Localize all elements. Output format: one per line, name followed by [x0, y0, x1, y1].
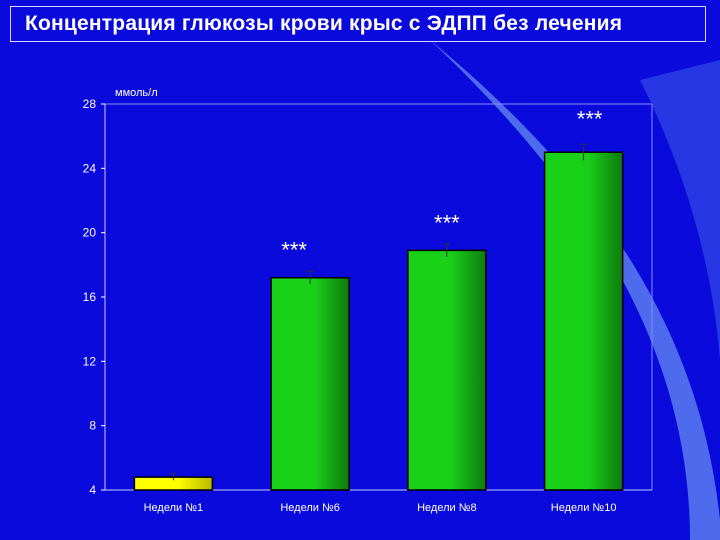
- x-category-label: Недели №6: [280, 502, 340, 514]
- significance-annotation: ***: [434, 210, 460, 235]
- y-tick-label: 8: [89, 419, 96, 433]
- significance-annotation: ***: [281, 238, 307, 263]
- y-tick-label: 28: [83, 97, 97, 111]
- y-tick-label: 12: [83, 354, 97, 368]
- y-tick-label: 24: [83, 161, 97, 175]
- y-tick-label: 20: [83, 226, 97, 240]
- chart-labels: ммоль/л Недели №1 Недели №6 *** Недели №8 ***…: [115, 87, 616, 514]
- slide-title: Концентрация глюкозы крови крыс с ЭДПП б…: [25, 12, 623, 35]
- x-category-label: Недели №1: [144, 502, 204, 514]
- decorative-swoosh-highlight: [640, 60, 720, 360]
- y-unit-label: ммоль/л: [115, 87, 158, 99]
- y-tick-label: 16: [83, 290, 97, 304]
- chart-bars: [133, 143, 624, 491]
- x-category-label: Недели №8: [417, 502, 477, 514]
- x-category-label: Недели №10: [551, 502, 617, 514]
- bar: [407, 249, 487, 491]
- title-box: Концентрация глюкозы крови крыс с ЭДПП б…: [10, 6, 706, 42]
- y-tick-label: 4: [89, 483, 96, 497]
- bar: [543, 151, 624, 491]
- decorative-swoosh: [430, 40, 720, 540]
- bar: [270, 276, 350, 491]
- significance-annotation: ***: [577, 106, 603, 131]
